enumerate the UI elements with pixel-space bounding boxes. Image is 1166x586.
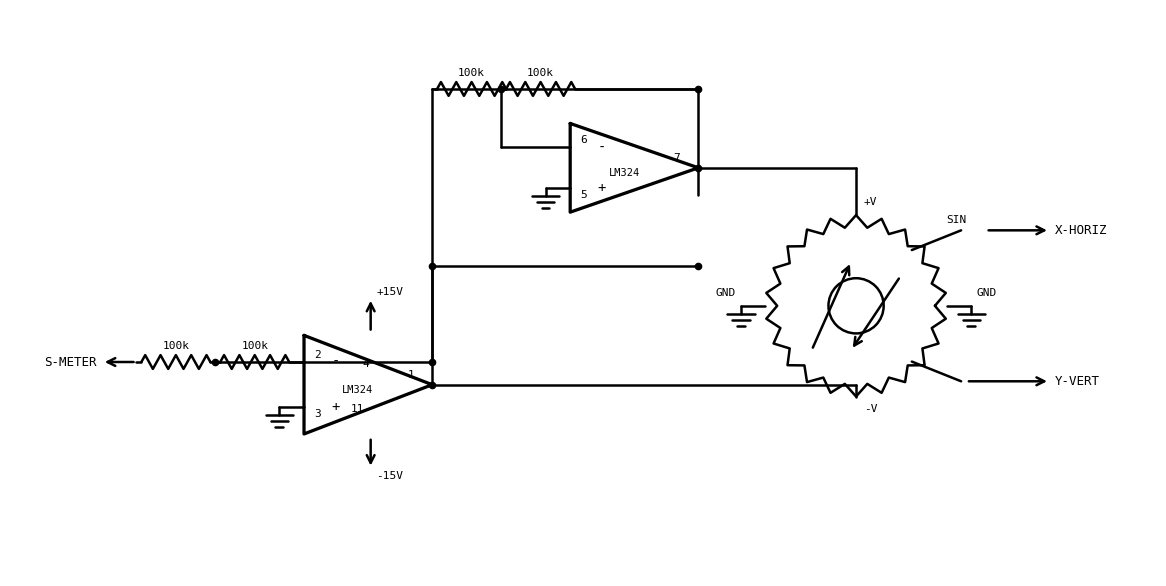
Text: GND: GND bbox=[716, 288, 736, 298]
Text: 1: 1 bbox=[408, 370, 414, 380]
Text: +: + bbox=[598, 181, 606, 195]
Text: 4: 4 bbox=[363, 359, 368, 369]
Text: GND: GND bbox=[976, 288, 997, 298]
Text: +V: +V bbox=[864, 197, 878, 207]
Text: 5: 5 bbox=[580, 190, 586, 200]
Text: LM324: LM324 bbox=[343, 384, 373, 394]
Text: 6: 6 bbox=[580, 135, 586, 145]
Text: 100k: 100k bbox=[162, 341, 189, 351]
Text: +15V: +15V bbox=[377, 287, 403, 297]
Text: 11: 11 bbox=[351, 404, 365, 414]
Text: Y-VERT: Y-VERT bbox=[1055, 375, 1100, 388]
Text: 2: 2 bbox=[314, 350, 321, 360]
Text: X-HORIZ: X-HORIZ bbox=[1055, 224, 1108, 237]
Text: S-METER: S-METER bbox=[44, 356, 97, 369]
Text: 100k: 100k bbox=[241, 341, 268, 351]
Text: +: + bbox=[331, 400, 340, 414]
Text: LM324: LM324 bbox=[609, 168, 640, 178]
Text: 100k: 100k bbox=[527, 68, 554, 78]
Text: -: - bbox=[331, 355, 340, 369]
Text: SIN: SIN bbox=[947, 216, 967, 226]
Text: -: - bbox=[598, 141, 606, 154]
Text: 100k: 100k bbox=[458, 68, 485, 78]
Text: -V: -V bbox=[864, 404, 878, 414]
Text: -15V: -15V bbox=[375, 471, 402, 482]
Text: 7: 7 bbox=[674, 153, 681, 163]
Text: 3: 3 bbox=[314, 410, 321, 420]
